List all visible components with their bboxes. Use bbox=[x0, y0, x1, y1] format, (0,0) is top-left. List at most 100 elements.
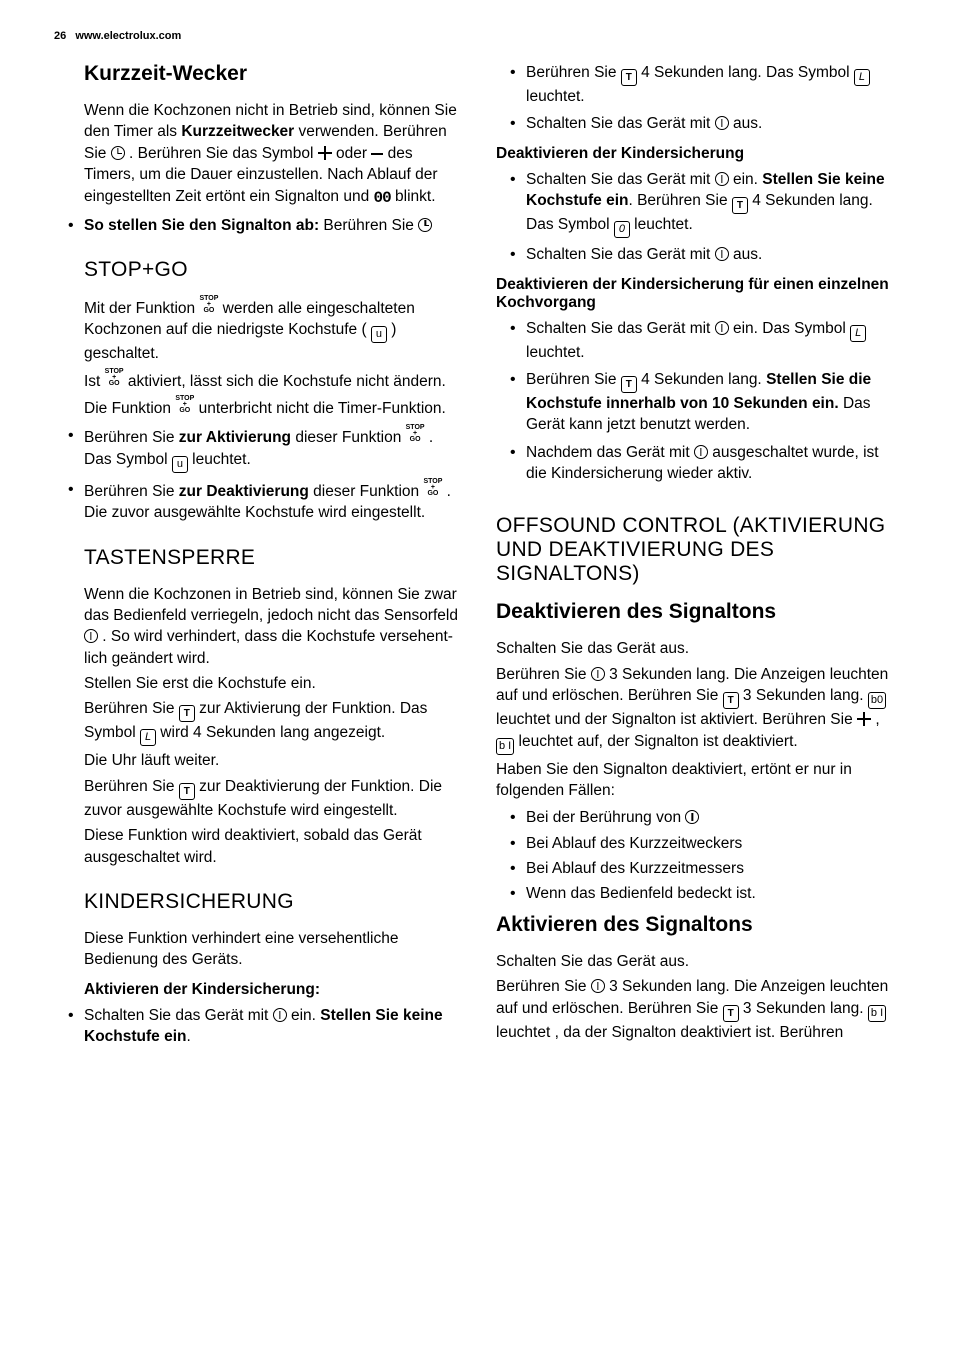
text: . So wird verhindert, dass die Kochstufe… bbox=[84, 628, 453, 666]
list-kinder-akt: Schalten Sie das Gerät mit ein. Stel­len… bbox=[54, 1005, 458, 1048]
text: aus. bbox=[729, 115, 763, 132]
text: Berühren Sie bbox=[496, 978, 591, 995]
text: ein. bbox=[287, 1007, 321, 1024]
left-column: Kurzzeit-Wecker Wenn die Kochzonen nicht… bbox=[54, 54, 458, 1053]
power-icon bbox=[591, 979, 605, 993]
bold-text: zur Aktivierung bbox=[179, 429, 291, 446]
text: Bei der Berührung von bbox=[526, 809, 685, 826]
heading-kurzzeit: Kurzzeit-Wecker bbox=[54, 62, 458, 86]
text: dieser Funktion bbox=[291, 429, 406, 446]
para-akt-1: Schalten Sie das Gerät aus. bbox=[496, 951, 900, 972]
text: Mit der Funktion bbox=[84, 300, 199, 317]
text: Schalten Sie das Gerät mit bbox=[526, 246, 715, 263]
list-item: Wenn das Bedienfeld bedeckt ist. bbox=[526, 883, 900, 904]
text: Berühren Sie bbox=[526, 64, 621, 81]
rect-u-icon bbox=[172, 456, 188, 473]
para-kurzzeit: Wenn die Kochzonen nicht in Betrieb sind… bbox=[54, 100, 458, 209]
list-item: Schalten Sie das Gerät mit aus. bbox=[526, 244, 900, 265]
text: oder bbox=[332, 145, 372, 162]
rect-t-icon bbox=[621, 69, 637, 86]
text: Nachdem das Gerät mit bbox=[526, 444, 694, 461]
text: Ist bbox=[84, 373, 105, 390]
power-icon bbox=[685, 810, 699, 824]
text: 4 Sekunden lang. bbox=[637, 371, 766, 388]
list-item: Schalten Sie das Gerät mit ein. Stel­len… bbox=[526, 169, 900, 238]
text: aktiviert, lässt sich die Kochstufe nich… bbox=[124, 373, 446, 390]
list-item: Bei Ablauf des Kurzzeitmessers bbox=[526, 858, 900, 879]
text: leuchtet. bbox=[630, 216, 693, 233]
rect-t-icon bbox=[179, 705, 195, 722]
clock-icon bbox=[418, 218, 432, 232]
heading-deakt-sig: Deaktivieren des Signaltons bbox=[496, 600, 900, 624]
para-deakt-3: Haben Sie den Signalton deaktiviert, ert… bbox=[496, 759, 900, 802]
subheading-deakt-kinder: Deaktivieren der Kindersicherung bbox=[496, 145, 900, 163]
text: , bbox=[871, 711, 880, 728]
list-cont: Berühren Sie 4 Sekunden lang. Das Symbol… bbox=[496, 62, 900, 135]
list-stopgo: Berühren Sie zur Aktivierung dieser Funk… bbox=[54, 425, 458, 523]
digits-icon: 00 bbox=[374, 187, 391, 209]
para-stopgo-1: Mit der Funktion STOP+GO werden alle ein… bbox=[54, 296, 458, 365]
text: wird 4 Sekunden lang angezeigt. bbox=[156, 724, 385, 741]
two-column-layout: Kurzzeit-Wecker Wenn die Kochzonen nicht… bbox=[54, 54, 900, 1053]
para-tast-5: Berühren Sie zur Deaktivierung der Funkt… bbox=[54, 776, 458, 821]
power-icon bbox=[715, 172, 729, 186]
text: Schalten Sie das Gerät mit bbox=[84, 1007, 273, 1024]
para-deakt-2: Berühren Sie 3 Sekunden lang. Die An­zei… bbox=[496, 664, 900, 755]
rect-bi-icon: b I bbox=[868, 1005, 886, 1022]
bold-text: zur Deaktivierung bbox=[179, 483, 309, 500]
subheading-deakt-einz: Deaktivieren der Kindersicherung für ein… bbox=[496, 276, 900, 312]
text: aus. bbox=[729, 246, 763, 263]
subheading-kinder-akt: Aktivieren der Kindersicherung: bbox=[54, 981, 458, 999]
text: unterbricht nicht die Ti­mer-Funktion. bbox=[194, 400, 446, 417]
rect-t-icon bbox=[723, 1005, 739, 1022]
text: leuchtet , da der Signalton deaktiviert … bbox=[496, 1024, 843, 1041]
text: 3 Sekunden lang. bbox=[739, 687, 868, 704]
heading-kinder: KINDERSICHERUNG bbox=[54, 890, 458, 914]
text: Die Funktion bbox=[84, 400, 175, 417]
text: Berühren Sie bbox=[84, 429, 179, 446]
plus-icon bbox=[318, 146, 332, 160]
list-item: Schalten Sie das Gerät mit ein. Stel­len… bbox=[84, 1005, 458, 1048]
text: . Berühren Sie bbox=[628, 192, 731, 209]
text: 3 Sekunden lang. bbox=[739, 1000, 868, 1017]
page-number: 26 bbox=[54, 30, 66, 42]
rect-0-icon bbox=[614, 221, 630, 238]
clock-icon bbox=[111, 146, 125, 160]
stopgo-icon: STOP+GO bbox=[105, 369, 124, 387]
heading-offsound: OFFSOUND CONTROL (AKTIVIERUNG UND DEAKTI… bbox=[496, 514, 900, 586]
text: leuchtet. bbox=[526, 344, 585, 361]
rect-u-icon bbox=[371, 326, 387, 343]
right-column: Berühren Sie 4 Sekunden lang. Das Symbol… bbox=[496, 54, 900, 1053]
rect-b0-icon: b0 bbox=[868, 692, 886, 709]
list-item: Berühren Sie 4 Sekunden lang. Das Symbol… bbox=[526, 62, 900, 107]
para-kinder-1: Diese Funktion verhindert eine versehent… bbox=[54, 928, 458, 971]
power-icon bbox=[715, 247, 729, 261]
list-deakt-einz: Schalten Sie das Gerät mit ein. Das Symb… bbox=[496, 318, 900, 485]
text: leuchtet und der Signalton ist aktiviert… bbox=[496, 711, 857, 728]
text: Berühren Sie bbox=[84, 778, 179, 795]
plus-icon bbox=[857, 712, 871, 726]
list-deakt-cases: Bei der Berührung von Bei Ablauf des Kur… bbox=[496, 807, 900, 905]
page-header: 26 www.electrolux.com bbox=[54, 30, 900, 42]
rect-l-icon bbox=[850, 325, 866, 342]
text: dieser Funktion bbox=[309, 483, 424, 500]
rect-l-icon bbox=[854, 69, 870, 86]
list-item: Berühren Sie zur Deaktivierung dieser Fu… bbox=[84, 479, 458, 524]
para-tast-4: Die Uhr läuft weiter. bbox=[54, 750, 458, 771]
list-deakt-kinder: Schalten Sie das Gerät mit ein. Stel­len… bbox=[496, 169, 900, 266]
list-item: Berühren Sie zur Aktivierung dieser Funk… bbox=[84, 425, 458, 472]
heading-akt-sig: Aktivieren des Signaltons bbox=[496, 913, 900, 937]
bold-text: Kurzzeitwecker bbox=[181, 123, 294, 140]
text: Berühren Sie bbox=[84, 700, 179, 717]
heading-tastensperre: TASTENSPERRE bbox=[54, 546, 458, 570]
power-icon bbox=[715, 116, 729, 130]
stopgo-icon: STOP+GO bbox=[406, 425, 425, 443]
rect-t-icon bbox=[179, 783, 195, 800]
rect-t-icon bbox=[621, 376, 637, 393]
power-icon bbox=[715, 321, 729, 335]
list-item: So stellen Sie den Signalton ab: Be­rühr… bbox=[84, 215, 458, 236]
list-item: Berühren Sie 4 Sekunden lang. Stel­len S… bbox=[526, 369, 900, 436]
text: 4 Sekunden lang. Das Symbol bbox=[637, 64, 854, 81]
text: . Berühren Sie das Symbol bbox=[125, 145, 318, 162]
list-item: Schalten Sie das Gerät mit aus. bbox=[526, 113, 900, 134]
